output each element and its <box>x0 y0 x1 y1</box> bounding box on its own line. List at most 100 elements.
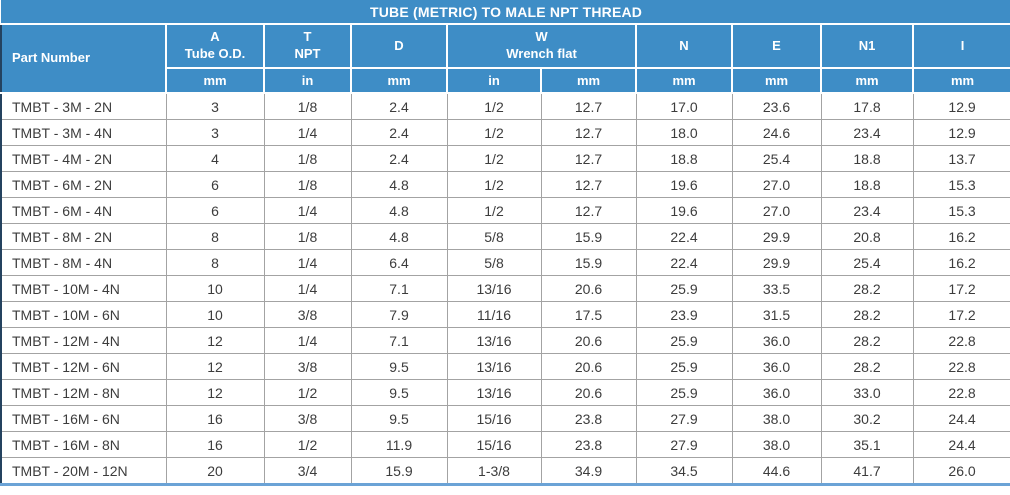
value-cell: 15.9 <box>540 223 637 250</box>
value-cell: 15.9 <box>540 249 637 276</box>
table-row: TMBT - 16M - 8N 16 1/2 11.9 15/16 23.8 27.9 38.… <box>0 431 1010 458</box>
value-cell: 1/8 <box>263 223 352 250</box>
value-cell: 7.9 <box>350 301 448 328</box>
value-cell: 9.5 <box>350 353 448 380</box>
value-cell: 29.9 <box>731 249 822 276</box>
value-cell: 23.9 <box>635 301 733 328</box>
value-cell: 4.8 <box>350 223 448 250</box>
column-label: N <box>679 37 689 53</box>
unit-header-row: mm in mm in mm mm mm mm mm <box>1 67 1010 94</box>
value-cell: 2.4 <box>350 145 448 172</box>
value-cell: 10 <box>165 275 265 302</box>
value-cell: 15.3 <box>912 197 1010 224</box>
value-cell: 1/8 <box>263 145 352 172</box>
value-cell: 1/2 <box>263 431 352 458</box>
value-cell: 15.3 <box>912 171 1010 198</box>
column-header-row: Part Number A Tube O.D. T NPT D W Wrench… <box>0 23 1010 94</box>
value-cell: 17.8 <box>820 92 914 120</box>
unit-cell-n1: mm <box>820 67 914 94</box>
value-cell: 23.4 <box>820 197 914 224</box>
value-cell: 11.9 <box>350 431 448 458</box>
value-cell: 13.7 <box>912 145 1010 172</box>
unit-cell-t: in <box>263 67 352 94</box>
value-cell: 19.6 <box>635 197 733 224</box>
column-label: A <box>210 29 220 45</box>
table-row: TMBT - 16M - 6N 16 3/8 9.5 15/16 23.8 27.9 38.0… <box>0 405 1010 432</box>
value-cell: 28.2 <box>820 275 914 302</box>
value-cell: 23.8 <box>540 431 637 458</box>
value-cell: 12.7 <box>540 197 637 224</box>
table-row: TMBT - 20M - 12N 20 3/4 15.9 1-3/8 34.9 34.5 44… <box>0 457 1010 485</box>
part-number-cell: TMBT - 3M - 4N <box>0 119 167 146</box>
value-cell: 5/8 <box>446 249 542 276</box>
value-cell: 22.8 <box>912 379 1010 406</box>
value-cell: 12.9 <box>912 119 1010 146</box>
column-sublabel: Wrench flat <box>506 46 577 61</box>
value-cell: 23.6 <box>731 92 822 120</box>
value-cell: 6 <box>165 171 265 198</box>
value-cell: 27.9 <box>635 405 733 432</box>
value-cell: 34.5 <box>635 457 733 485</box>
value-cell: 1/4 <box>263 327 352 354</box>
part-number-cell: TMBT - 3M - 2N <box>0 92 167 120</box>
value-cell: 18.8 <box>820 145 914 172</box>
column-label: D <box>394 37 404 53</box>
value-cell: 23.8 <box>540 405 637 432</box>
value-cell: 11/16 <box>446 301 542 328</box>
value-cell: 1/2 <box>446 145 542 172</box>
column-label: N1 <box>858 37 876 53</box>
value-cell: 1/2 <box>446 92 542 120</box>
unit-cell-a: mm <box>165 67 265 94</box>
table-row: TMBT - 3M - 2N 3 1/8 2.4 1/2 12.7 17.0 23.6 17.8… <box>0 92 1010 120</box>
table-row: TMBT - 8M - 4N 8 1/4 6.4 5/8 15.9 22.4 29.9 25.4… <box>0 249 1010 276</box>
value-cell: 9.5 <box>350 405 448 432</box>
value-cell: 27.9 <box>635 431 733 458</box>
value-cell: 3/8 <box>263 301 352 328</box>
value-cell: 8 <box>165 223 265 250</box>
value-cell: 13/16 <box>446 275 542 302</box>
part-number-cell: TMBT - 6M - 4N <box>0 197 167 224</box>
value-cell: 25.9 <box>635 327 733 354</box>
value-cell: 27.0 <box>731 197 822 224</box>
value-cell: 4 <box>165 145 265 172</box>
value-cell: 16.2 <box>912 249 1010 276</box>
column-header-n1: N1 <box>820 23 914 69</box>
column-label: E <box>772 37 781 53</box>
table-row: TMBT - 10M - 4N 10 1/4 7.1 13/16 20.6 25.9 33.5… <box>0 275 1010 302</box>
value-cell: 13/16 <box>446 327 542 354</box>
unit-cell-e: mm <box>731 67 822 94</box>
value-cell: 20.6 <box>540 275 637 302</box>
value-cell: 7.1 <box>350 327 448 354</box>
value-cell: 38.0 <box>731 431 822 458</box>
value-cell: 12 <box>165 379 265 406</box>
value-cell: 28.2 <box>820 301 914 328</box>
table-row: TMBT - 6M - 4N 6 1/4 4.8 1/2 12.7 19.6 27.0 23.4… <box>0 197 1010 224</box>
value-cell: 30.2 <box>820 405 914 432</box>
value-cell: 8 <box>165 249 265 276</box>
value-cell: 20.6 <box>540 327 637 354</box>
value-cell: 16 <box>165 431 265 458</box>
value-cell: 4.8 <box>350 197 448 224</box>
value-cell: 16 <box>165 405 265 432</box>
value-cell: 33.5 <box>731 275 822 302</box>
table-row: TMBT - 8M - 2N 8 1/8 4.8 5/8 15.9 22.4 29.9 20.8… <box>0 223 1010 250</box>
value-cell: 12.7 <box>540 92 637 120</box>
value-cell: 25.4 <box>731 145 822 172</box>
value-cell: 1/4 <box>263 249 352 276</box>
value-cell: 1/2 <box>263 379 352 406</box>
value-cell: 13/16 <box>446 353 542 380</box>
column-label: T <box>303 29 312 45</box>
value-cell: 38.0 <box>731 405 822 432</box>
part-number-cell: TMBT - 20M - 12N <box>0 457 167 485</box>
value-cell: 28.2 <box>820 353 914 380</box>
table-row: TMBT - 12M - 6N 12 3/8 9.5 13/16 20.6 25.9 36.0… <box>0 353 1010 380</box>
value-cell: 35.1 <box>820 431 914 458</box>
value-cell: 1/4 <box>263 119 352 146</box>
value-cell: 17.2 <box>912 275 1010 302</box>
column-header-i: I <box>911 23 1010 69</box>
value-cell: 1/2 <box>446 171 542 198</box>
column-header-w: W Wrench flat <box>446 23 637 69</box>
value-cell: 1/8 <box>263 92 352 120</box>
value-cell: 17.5 <box>540 301 637 328</box>
value-cell: 18.8 <box>635 145 733 172</box>
